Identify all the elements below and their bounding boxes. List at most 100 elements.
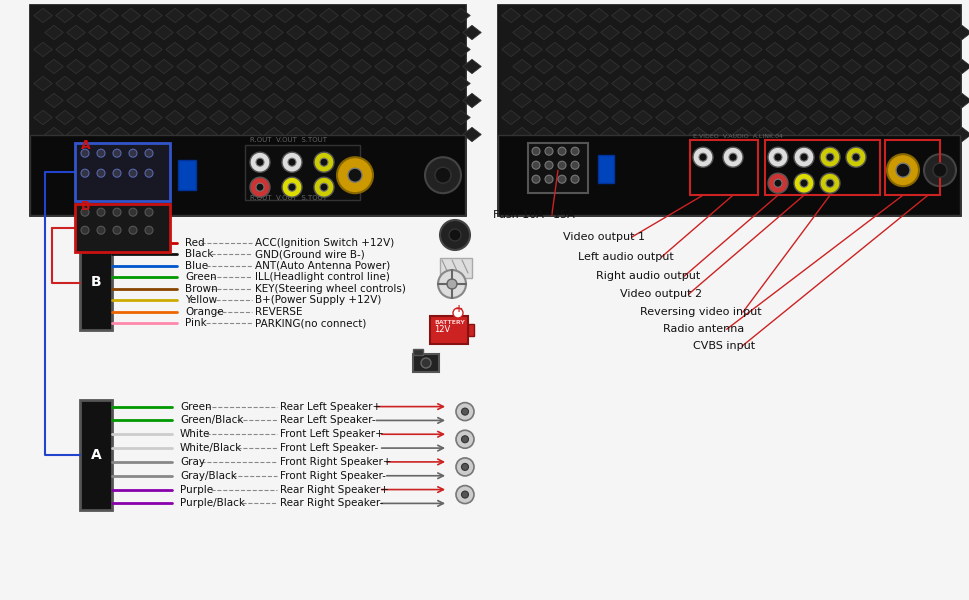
- Circle shape: [845, 147, 865, 167]
- Polygon shape: [513, 94, 531, 107]
- Polygon shape: [820, 127, 838, 142]
- Bar: [30, 5, 464, 135]
- Polygon shape: [100, 110, 118, 125]
- Circle shape: [571, 175, 578, 183]
- Bar: [245, 145, 359, 200]
- Polygon shape: [797, 127, 817, 142]
- Polygon shape: [754, 59, 772, 74]
- Polygon shape: [919, 43, 937, 56]
- Bar: [765, 140, 879, 195]
- Polygon shape: [688, 59, 706, 74]
- Polygon shape: [886, 127, 904, 142]
- Polygon shape: [330, 94, 349, 107]
- Polygon shape: [45, 59, 63, 74]
- Polygon shape: [353, 25, 371, 40]
- Circle shape: [826, 153, 833, 161]
- Circle shape: [97, 149, 105, 157]
- Circle shape: [799, 153, 807, 161]
- Polygon shape: [242, 94, 261, 107]
- Text: Green: Green: [185, 272, 216, 282]
- Polygon shape: [55, 76, 75, 91]
- Polygon shape: [221, 25, 239, 40]
- Polygon shape: [396, 127, 415, 142]
- Text: ANT(Auto Antenna Power): ANT(Auto Antenna Power): [255, 260, 390, 271]
- Polygon shape: [776, 127, 795, 142]
- Polygon shape: [666, 59, 684, 74]
- Polygon shape: [176, 94, 195, 107]
- Polygon shape: [188, 8, 206, 23]
- Polygon shape: [407, 110, 425, 125]
- Circle shape: [288, 158, 296, 166]
- Circle shape: [112, 226, 121, 234]
- Circle shape: [348, 168, 361, 182]
- Polygon shape: [930, 94, 949, 107]
- Polygon shape: [199, 25, 217, 40]
- Polygon shape: [209, 76, 228, 91]
- Circle shape: [545, 161, 552, 169]
- Polygon shape: [611, 43, 630, 56]
- Polygon shape: [287, 94, 305, 107]
- Text: Red: Red: [185, 238, 204, 248]
- Circle shape: [129, 208, 137, 216]
- Circle shape: [799, 179, 807, 187]
- Polygon shape: [534, 127, 552, 142]
- Polygon shape: [578, 127, 597, 142]
- Text: CVBS input: CVBS input: [692, 341, 754, 351]
- Text: Pink: Pink: [185, 319, 206, 328]
- Bar: [79, 235, 111, 330]
- Circle shape: [440, 220, 470, 250]
- Text: Video output 2: Video output 2: [619, 289, 702, 299]
- Polygon shape: [666, 94, 684, 107]
- Polygon shape: [930, 25, 949, 40]
- Polygon shape: [754, 127, 772, 142]
- Polygon shape: [501, 43, 519, 56]
- Polygon shape: [941, 43, 959, 56]
- Polygon shape: [732, 59, 750, 74]
- Polygon shape: [353, 59, 371, 74]
- Polygon shape: [710, 59, 729, 74]
- Polygon shape: [501, 76, 519, 91]
- Polygon shape: [320, 110, 338, 125]
- Polygon shape: [419, 25, 437, 40]
- Polygon shape: [546, 8, 564, 23]
- Text: Black: Black: [185, 249, 213, 259]
- Text: Video output 1: Video output 1: [562, 232, 644, 242]
- Polygon shape: [523, 76, 542, 91]
- Text: Front Left Speaker-: Front Left Speaker-: [280, 443, 378, 453]
- Circle shape: [421, 358, 430, 368]
- Polygon shape: [699, 43, 717, 56]
- Polygon shape: [188, 43, 206, 56]
- Polygon shape: [242, 127, 261, 142]
- Circle shape: [129, 226, 137, 234]
- Polygon shape: [556, 25, 575, 40]
- Text: Front Right Speaker-: Front Right Speaker-: [280, 471, 386, 481]
- Polygon shape: [34, 43, 52, 56]
- Polygon shape: [429, 76, 448, 91]
- Polygon shape: [655, 76, 673, 91]
- Polygon shape: [275, 76, 294, 91]
- Polygon shape: [386, 8, 404, 23]
- Circle shape: [314, 177, 333, 197]
- Polygon shape: [830, 76, 850, 91]
- Polygon shape: [699, 8, 717, 23]
- Polygon shape: [765, 8, 783, 23]
- Polygon shape: [55, 43, 75, 56]
- Polygon shape: [952, 127, 969, 142]
- Polygon shape: [440, 59, 458, 74]
- Polygon shape: [809, 8, 828, 23]
- Text: Rear Left Speaker+: Rear Left Speaker+: [280, 401, 381, 412]
- Polygon shape: [341, 43, 359, 56]
- Polygon shape: [721, 76, 739, 91]
- Polygon shape: [732, 25, 750, 40]
- Text: 12V: 12V: [433, 325, 450, 334]
- Polygon shape: [797, 59, 817, 74]
- Circle shape: [144, 226, 153, 234]
- Polygon shape: [600, 25, 618, 40]
- Polygon shape: [407, 8, 425, 23]
- Polygon shape: [556, 127, 575, 142]
- Circle shape: [256, 183, 264, 191]
- Polygon shape: [133, 59, 151, 74]
- Polygon shape: [419, 127, 437, 142]
- Polygon shape: [677, 110, 696, 125]
- Polygon shape: [143, 76, 162, 91]
